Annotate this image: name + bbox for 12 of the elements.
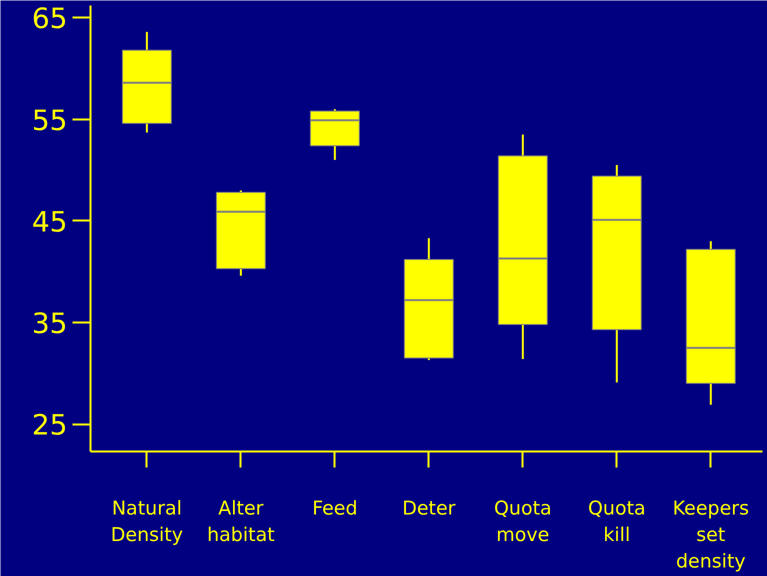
y-tick-label: 35 xyxy=(32,306,68,340)
y-tick-label: 55 xyxy=(32,104,68,137)
x-tick-label: Natural Density xyxy=(110,498,184,546)
y-tick-label: 25 xyxy=(32,408,68,442)
x-tick-label: Feed xyxy=(312,498,358,520)
y-tick-label: 45 xyxy=(32,205,68,238)
x-tick-label: Deter xyxy=(402,498,456,520)
x-tick-label: Keepers set density xyxy=(672,498,749,572)
x-tick-label: Quota move xyxy=(494,498,552,546)
x-tick-label: Quota kill xyxy=(588,498,646,546)
y-tick-label: 65 xyxy=(32,2,68,36)
x-tick-label: Alter habitat xyxy=(207,498,275,546)
